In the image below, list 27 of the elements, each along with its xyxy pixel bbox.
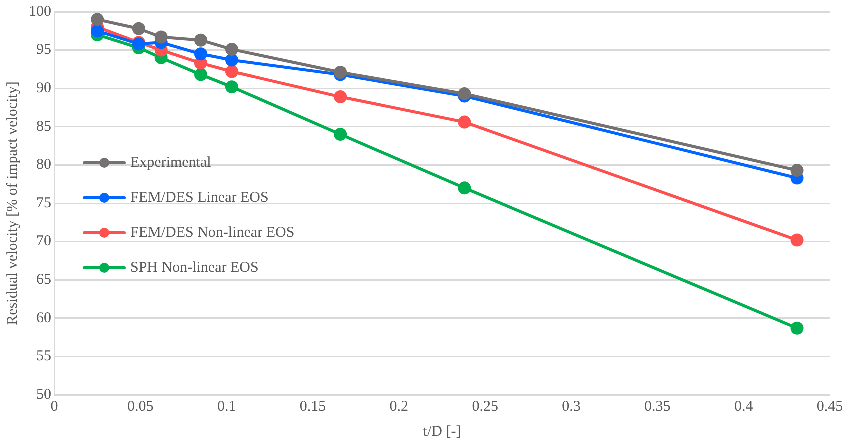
x-tick-label: 0.25 <box>472 398 498 415</box>
x-tick-label: 0.1 <box>217 398 236 415</box>
y-tick-label: 90 <box>36 80 52 97</box>
legend-label: FEM/DES Non-linear EOS <box>130 224 295 241</box>
x-tick-label: 0.35 <box>644 398 671 415</box>
y-tick-label: 80 <box>36 157 52 174</box>
y-tick-label: 65 <box>36 272 52 288</box>
legend-label: Experimental <box>130 154 212 171</box>
y-tick-label: 95 <box>36 42 52 58</box>
x-tick-label: 0.45 <box>816 398 844 415</box>
legend-label: FEM/DES Linear EOS <box>130 190 269 206</box>
x-tick-label: 0.05 <box>128 398 154 415</box>
y-axis-title: Residual velocity [% of impact velocity] <box>4 82 21 326</box>
x-tick-label: 0.2 <box>390 398 409 415</box>
x-axis-title: t/D [-] <box>423 424 462 440</box>
y-tick-label: 60 <box>36 310 52 326</box>
x-tick-label: 0.15 <box>300 398 326 415</box>
y-tick-label: 50 <box>36 386 52 403</box>
x-tick-label: 0.4 <box>734 398 754 415</box>
y-tick-label: 70 <box>36 234 52 250</box>
y-tick-label: 75 <box>36 195 52 212</box>
x-tick-label: 0 <box>50 398 58 415</box>
legend-label: SPH Non-linear EOS <box>130 260 259 276</box>
y-tick-label: 100 <box>29 4 52 20</box>
y-tick-label: 85 <box>36 118 52 135</box>
y-tick-label: 55 <box>36 348 52 365</box>
x-tick-label: 0.3 <box>562 398 581 415</box>
